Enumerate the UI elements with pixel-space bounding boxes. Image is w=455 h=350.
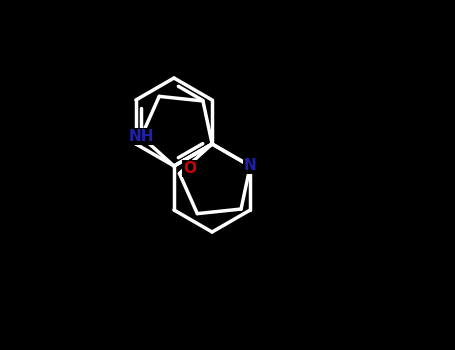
Text: O: O xyxy=(183,161,196,176)
Text: N: N xyxy=(244,159,257,174)
Text: NH: NH xyxy=(129,129,154,144)
